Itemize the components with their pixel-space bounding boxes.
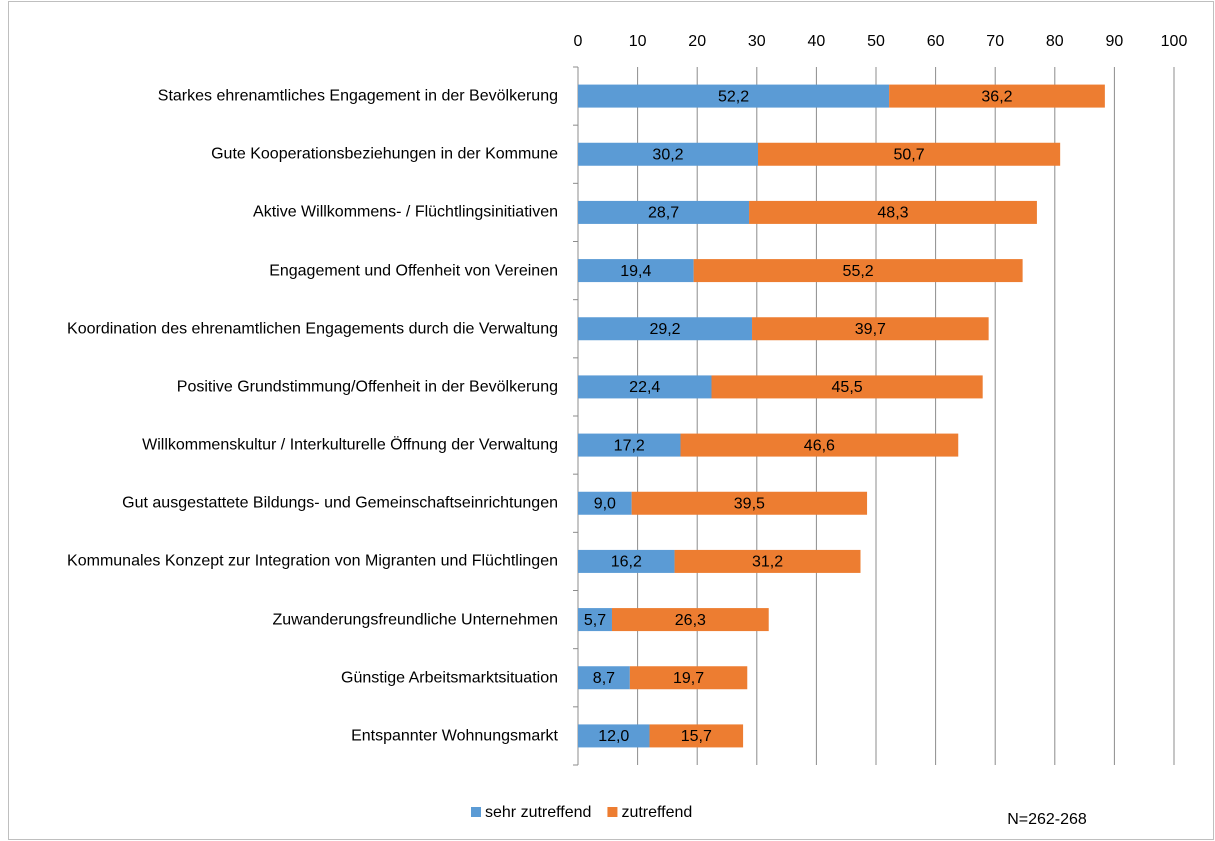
- y-tick-label: Positive Grundstimmung/Offenheit in der …: [176, 378, 558, 396]
- bar-segment: [680, 433, 959, 457]
- bar-segment: [711, 375, 983, 399]
- data-label: 19,4: [620, 263, 651, 280]
- bar-segment: [578, 491, 632, 515]
- bar-segment: [889, 84, 1105, 108]
- bar-segment: [578, 433, 681, 457]
- data-label: 39,7: [855, 321, 886, 338]
- data-label: 22,4: [629, 379, 660, 396]
- data-label: 31,2: [752, 554, 783, 571]
- y-tick-label: Günstige Arbeitsmarktsituation: [341, 669, 558, 687]
- data-label: 15,7: [681, 728, 712, 745]
- bar-segment: [757, 142, 1061, 166]
- x-tick-label: 50: [867, 33, 885, 50]
- x-tick-label: 0: [574, 33, 583, 50]
- data-label: 5,7: [584, 612, 606, 629]
- data-label: 45,5: [832, 379, 863, 396]
- bar-segment: [578, 608, 612, 632]
- bar-segment: [578, 666, 630, 690]
- data-label: 28,7: [648, 205, 679, 222]
- x-tick-label: 60: [927, 33, 945, 50]
- y-tick-label: Gute Kooperationsbeziehungen in der Komm…: [211, 145, 558, 163]
- x-tick-label: 20: [688, 33, 706, 50]
- x-tick-label: 70: [986, 33, 1004, 50]
- data-label: 17,2: [614, 437, 645, 454]
- x-tick-label: 40: [808, 33, 826, 50]
- bar-segment: [674, 549, 861, 573]
- data-label: 8,7: [593, 670, 615, 687]
- data-label: 16,2: [611, 554, 642, 571]
- bar-segment: [578, 317, 753, 341]
- x-tick-label: 30: [748, 33, 766, 50]
- bar-segment: [578, 375, 712, 399]
- bar-segment: [749, 200, 1037, 224]
- y-tick-label: Willkommenskultur / Interkulturelle Öffn…: [142, 436, 558, 454]
- bar-segment: [752, 317, 989, 341]
- bar-segment: [578, 142, 758, 166]
- bar-segment: [611, 608, 769, 632]
- legend-label: zutreffend: [621, 804, 692, 821]
- bar-segment: [629, 666, 748, 690]
- x-tick-label: 10: [629, 33, 647, 50]
- data-label: 12,0: [598, 728, 629, 745]
- data-label: 26,3: [675, 612, 706, 629]
- chart-border: [8, 1, 1214, 840]
- data-label: 30,2: [652, 146, 683, 163]
- data-label: 55,2: [843, 263, 874, 280]
- data-label: 46,6: [804, 437, 835, 454]
- data-label: 19,7: [673, 670, 704, 687]
- legend-label: sehr zutreffend: [485, 804, 591, 821]
- x-tick-label: 100: [1161, 33, 1188, 50]
- bar-segment: [693, 259, 1023, 283]
- legend-swatch: [471, 807, 481, 817]
- y-tick-label: Entspannter Wohnungsmarkt: [351, 727, 558, 745]
- bar-segment: [578, 724, 650, 748]
- bar-segment: [578, 200, 750, 224]
- x-tick-label: 80: [1046, 33, 1064, 50]
- data-label: 50,7: [894, 146, 925, 163]
- y-tick-label: Koordination des ehrenamtlichen Engageme…: [67, 320, 558, 338]
- data-label: 9,0: [594, 495, 616, 512]
- bar-segment: [578, 259, 694, 283]
- y-tick-label: Zuwanderungsfreundliche Unternehmen: [272, 611, 558, 629]
- legend-swatch: [607, 807, 618, 817]
- data-label: 52,2: [718, 88, 749, 105]
- y-tick-label: Engagement und Offenheit von Vereinen: [269, 262, 558, 280]
- bar-segment: [578, 84, 890, 108]
- data-label: 36,2: [981, 88, 1012, 105]
- y-tick-label: Gut ausgestattete Bildungs- und Gemeinsc…: [122, 494, 558, 512]
- bar-segment: [649, 724, 744, 748]
- y-tick-label: Kommunales Konzept zur Integration von M…: [67, 552, 558, 570]
- x-tick-label: 90: [1106, 33, 1124, 50]
- data-label: 48,3: [877, 205, 908, 222]
- y-tick-label: Starkes ehrenamtliches Engagement in der…: [157, 87, 558, 105]
- y-tick-label: Aktive Willkommens- / Flüchtlingsinitiat…: [253, 203, 558, 221]
- bar-segment: [631, 491, 868, 515]
- data-label: 39,5: [734, 495, 765, 512]
- annotation: N=262-268: [1007, 811, 1087, 828]
- data-label: 29,2: [649, 321, 680, 338]
- bar-segment: [578, 549, 675, 573]
